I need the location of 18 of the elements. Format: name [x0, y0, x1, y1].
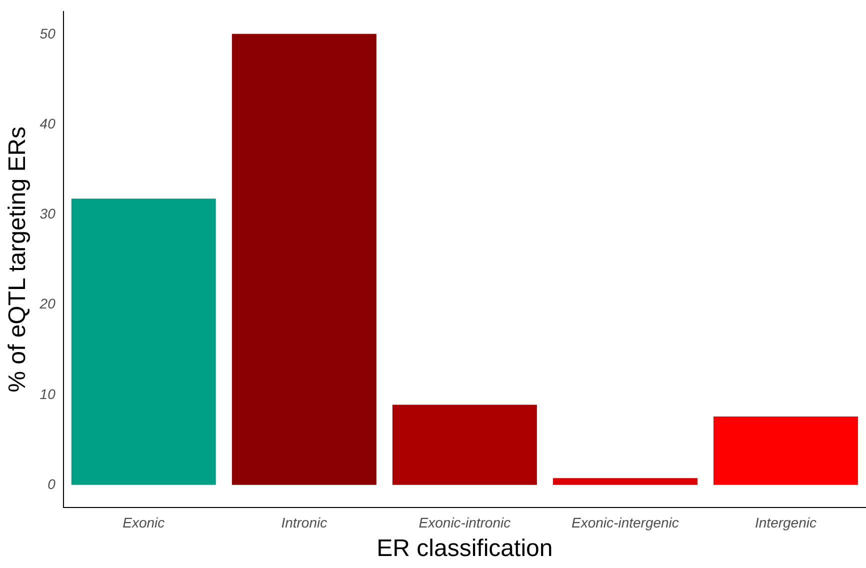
x-tick-label: Exonic	[122, 514, 165, 531]
y-axis-title: % of eQTL targeting ERs	[4, 126, 32, 392]
y-tick-label: 10	[40, 386, 56, 402]
bar	[392, 404, 537, 485]
x-axis-title: ER classification	[376, 535, 553, 562]
x-tick-label: Intronic	[281, 514, 328, 531]
bar	[71, 198, 216, 485]
y-tick-label: 50	[40, 26, 56, 42]
bar	[232, 34, 376, 485]
y-tick-label: 20	[38, 296, 56, 312]
bar	[552, 478, 698, 485]
x-tick-label: Exonic-intronic	[418, 514, 511, 531]
y-tick-label: 0	[48, 476, 56, 492]
bar	[714, 416, 858, 485]
y-tick-label: 30	[40, 206, 56, 222]
x-tick-label: Intergenic	[754, 514, 816, 531]
y-tick-label: 40	[40, 116, 56, 132]
x-tick-label: Exonic-intergenic	[572, 514, 679, 531]
